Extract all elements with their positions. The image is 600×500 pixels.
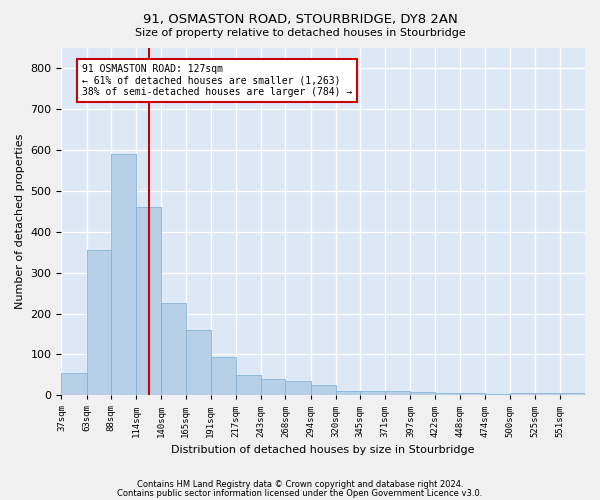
Bar <box>410 392 435 396</box>
Bar <box>360 392 385 396</box>
Bar <box>511 394 535 396</box>
X-axis label: Distribution of detached houses by size in Stourbridge: Distribution of detached houses by size … <box>172 445 475 455</box>
Bar <box>311 385 336 396</box>
Bar <box>161 304 185 396</box>
Bar <box>61 373 86 396</box>
Y-axis label: Number of detached properties: Number of detached properties <box>15 134 25 309</box>
Text: Contains public sector information licensed under the Open Government Licence v3: Contains public sector information licen… <box>118 488 482 498</box>
Bar <box>560 394 585 396</box>
Text: 91, OSMASTON ROAD, STOURBRIDGE, DY8 2AN: 91, OSMASTON ROAD, STOURBRIDGE, DY8 2AN <box>143 12 457 26</box>
Bar <box>236 375 261 396</box>
Bar <box>336 392 360 396</box>
Text: 91 OSMASTON ROAD: 127sqm
← 61% of detached houses are smaller (1,263)
38% of sem: 91 OSMASTON ROAD: 127sqm ← 61% of detach… <box>82 64 352 97</box>
Bar <box>211 356 236 396</box>
Bar <box>435 393 460 396</box>
Bar <box>185 330 211 396</box>
Bar <box>286 381 311 396</box>
Bar <box>485 394 511 396</box>
Bar <box>136 207 161 396</box>
Text: Size of property relative to detached houses in Stourbridge: Size of property relative to detached ho… <box>134 28 466 38</box>
Bar <box>535 394 560 396</box>
Text: Contains HM Land Registry data © Crown copyright and database right 2024.: Contains HM Land Registry data © Crown c… <box>137 480 463 489</box>
Bar <box>460 393 485 396</box>
Bar <box>261 379 286 396</box>
Bar <box>385 392 410 396</box>
Bar <box>111 154 136 396</box>
Bar <box>86 250 111 396</box>
